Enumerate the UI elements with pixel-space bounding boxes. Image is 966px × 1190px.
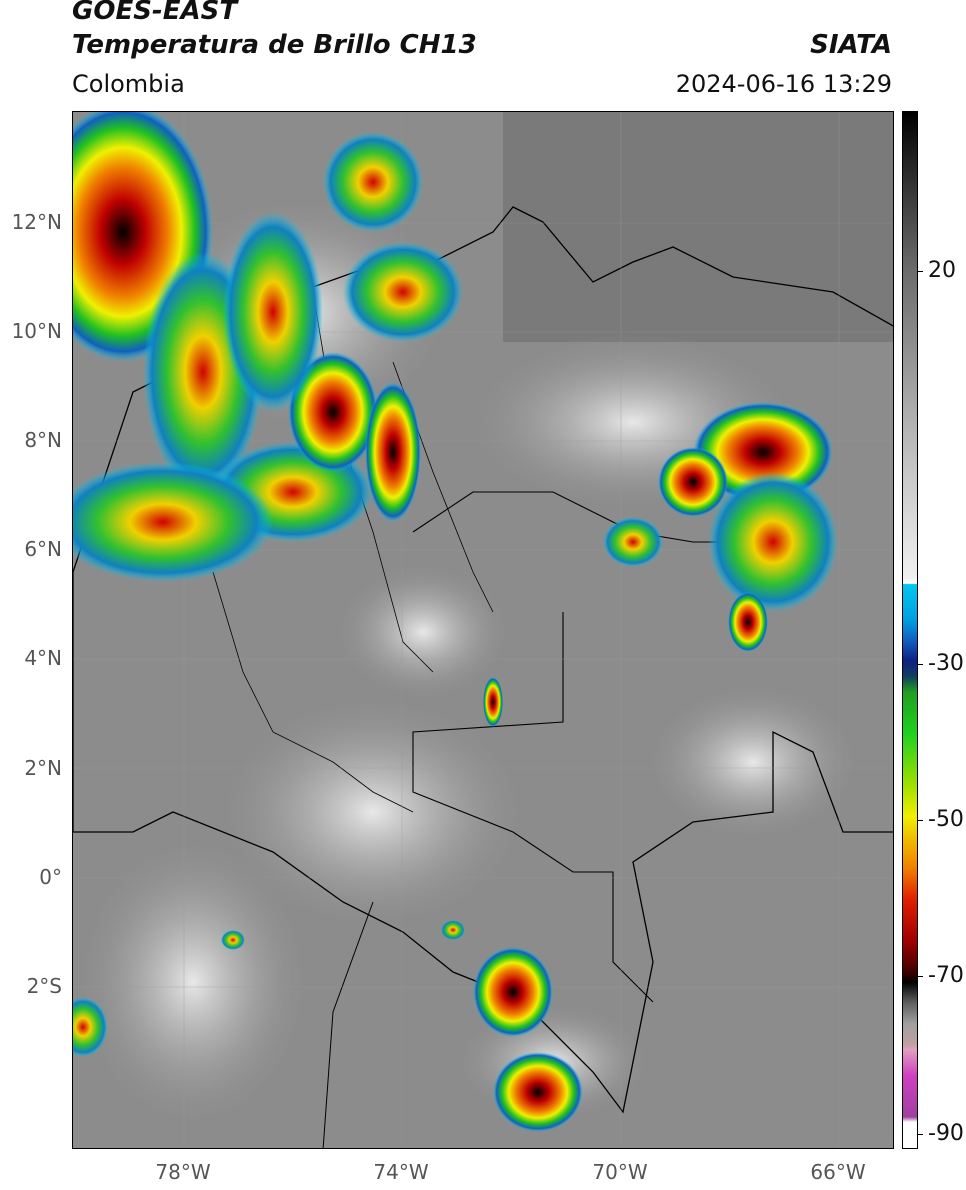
storm-cell	[693, 402, 833, 502]
storm-cell	[221, 930, 245, 950]
storm-cell	[223, 212, 323, 412]
lat-label: 2°S	[26, 974, 62, 998]
lon-label: 78°W	[155, 1160, 211, 1184]
satellite-title: GOES-EAST	[72, 0, 238, 26]
lat-label: 12°N	[11, 210, 62, 234]
lon-label: 74°W	[373, 1160, 429, 1184]
colorbar-label: 20	[928, 258, 956, 283]
lon-label: 70°W	[592, 1160, 648, 1184]
colorbar-label: -70	[928, 963, 964, 988]
colorbar-label: -50	[928, 807, 964, 832]
storm-cell	[288, 352, 378, 472]
product-title: Temperatura de Brillo CH13	[72, 30, 477, 60]
map-svg	[73, 112, 893, 1148]
storm-cell	[343, 242, 463, 342]
satellite-map[interactable]	[72, 111, 894, 1149]
colorbar-label: -90	[928, 1121, 964, 1146]
storm-cell	[323, 132, 423, 232]
lon-label: 66°W	[810, 1160, 866, 1184]
storm-cell	[483, 677, 503, 727]
storm-cell	[73, 997, 108, 1057]
lat-label: 4°N	[24, 646, 62, 670]
storm-cell	[73, 462, 273, 582]
storm-cell	[365, 382, 421, 522]
storm-cell	[441, 920, 465, 940]
lat-label: 8°N	[24, 428, 62, 452]
lat-label: 0°	[39, 865, 62, 889]
agency-label: SIATA	[810, 30, 892, 60]
storm-cell	[658, 447, 728, 517]
datetime-label: 2024-06-16 13:29	[675, 70, 892, 98]
storm-cell	[493, 1052, 583, 1132]
storm-cell	[473, 947, 553, 1037]
colorbar	[902, 111, 918, 1149]
region-label: Colombia	[72, 70, 185, 98]
lat-label: 10°N	[11, 319, 62, 343]
storm-cell	[603, 517, 663, 567]
storm-cell	[708, 472, 838, 612]
lat-label: 2°N	[24, 756, 62, 780]
lat-label: 6°N	[24, 537, 62, 561]
colorbar-label: -30	[928, 651, 964, 676]
storm-cell	[728, 592, 768, 652]
